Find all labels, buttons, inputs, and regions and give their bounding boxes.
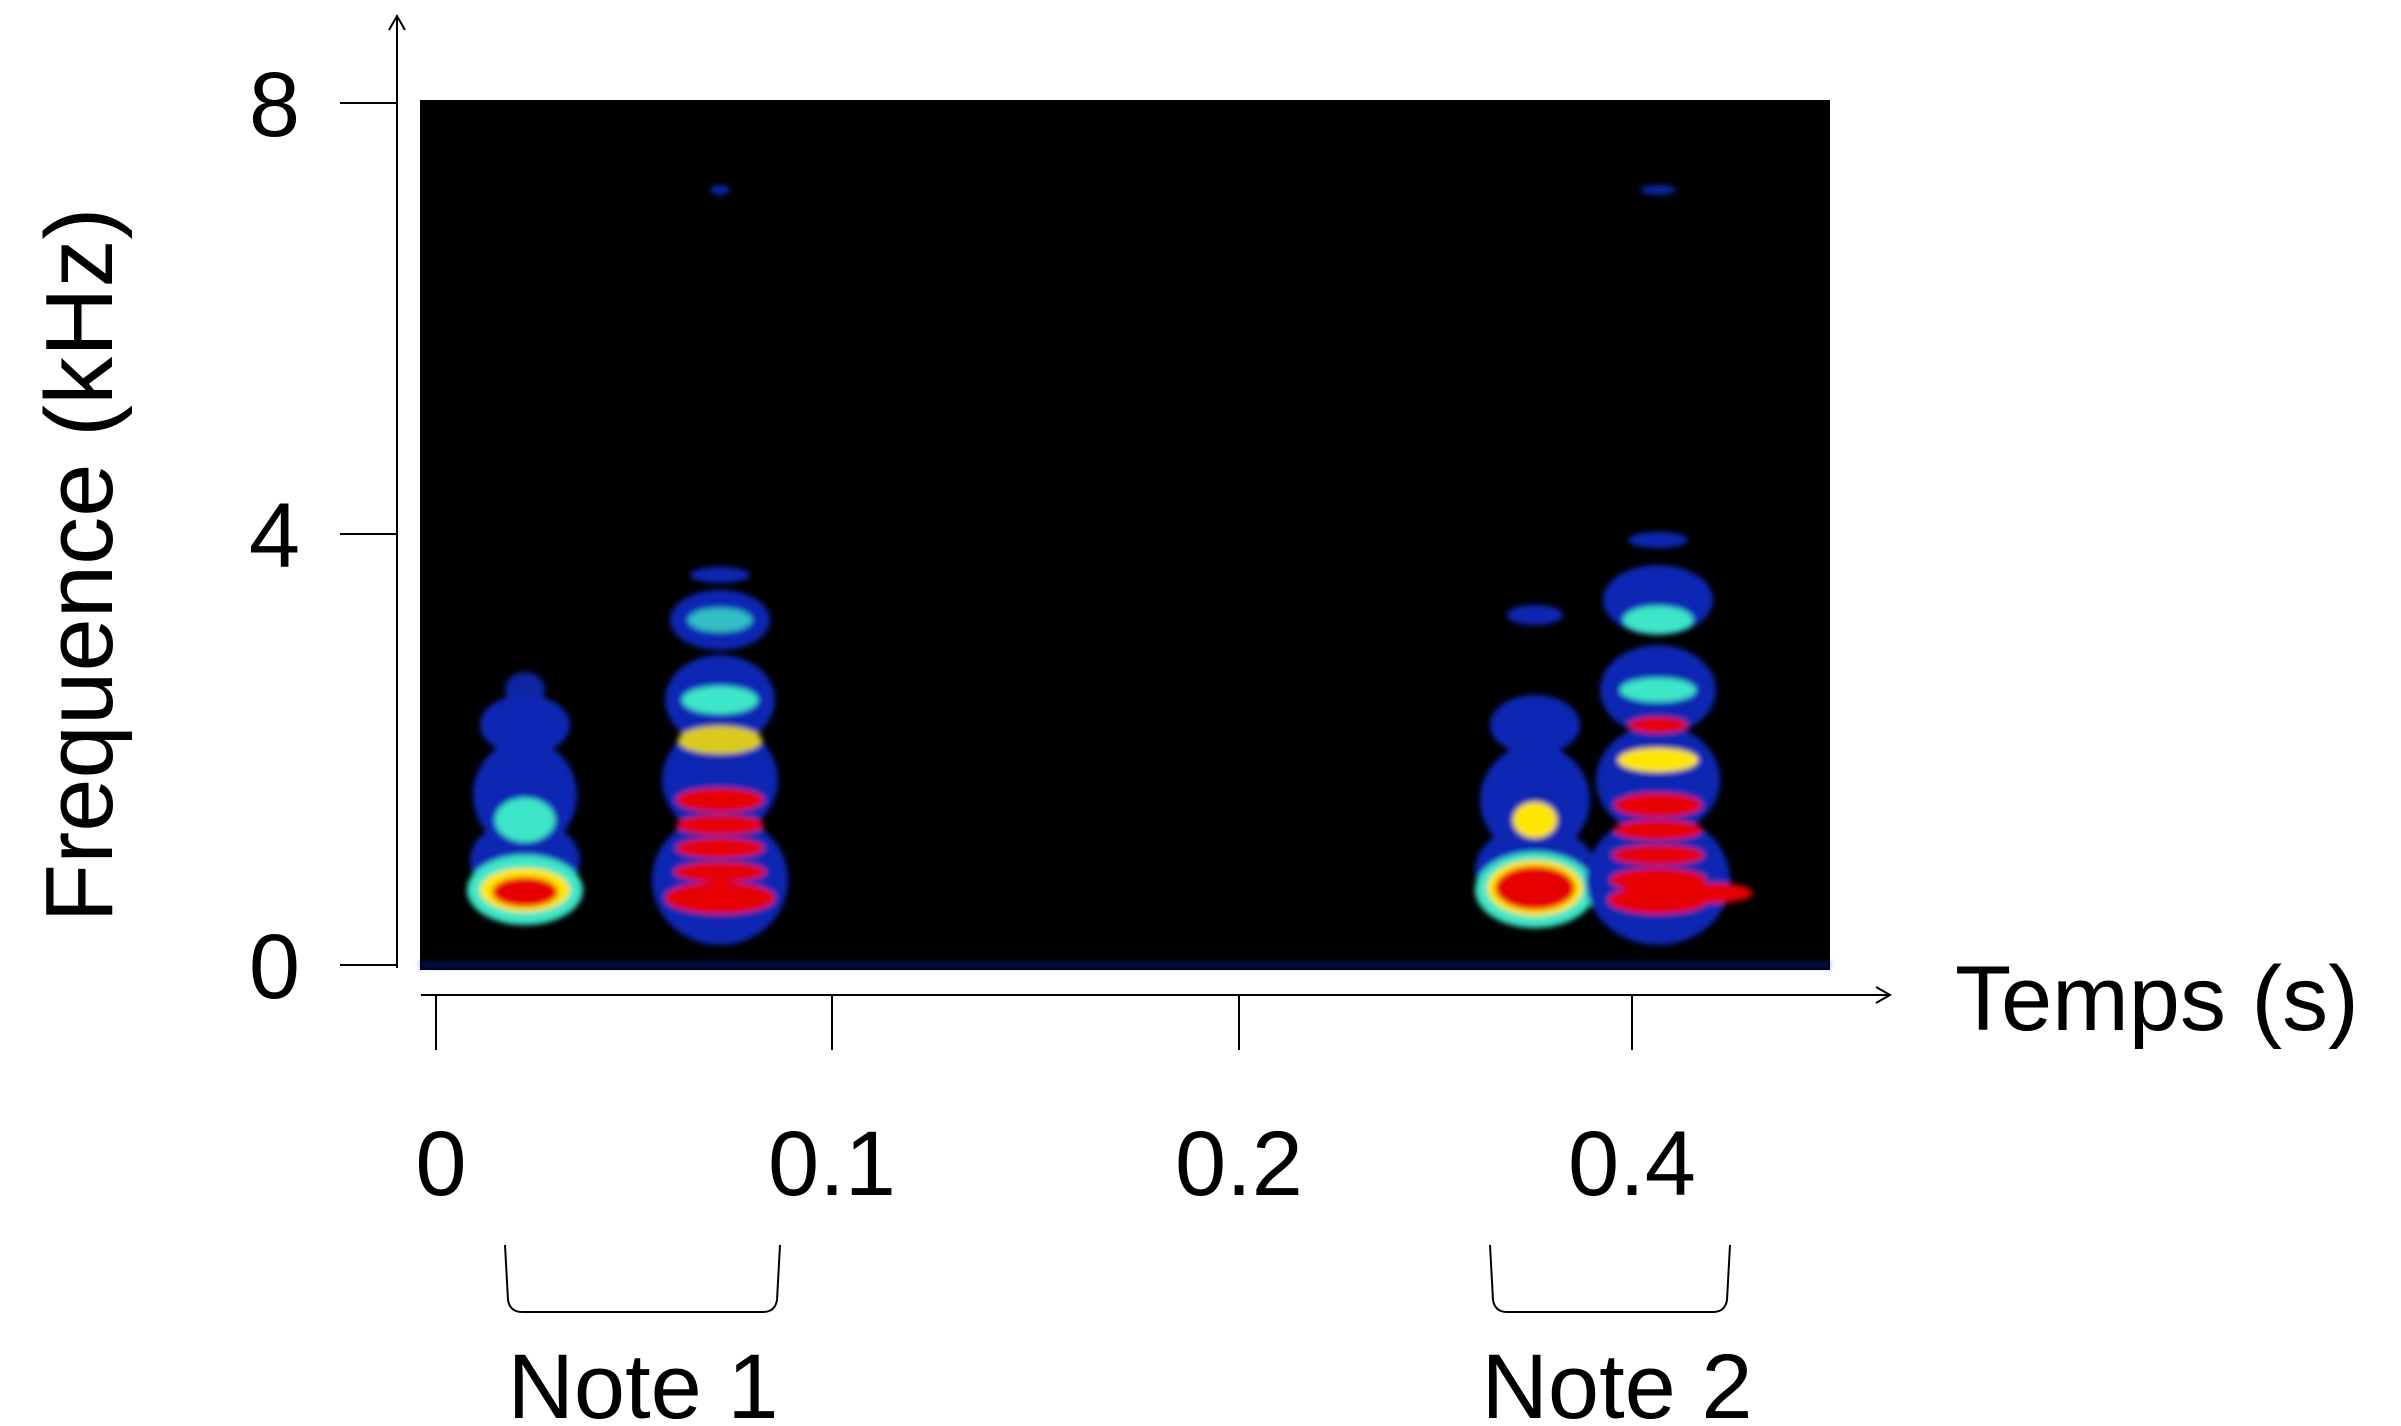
note2-col2-band-0 <box>1628 532 1688 548</box>
x-tick-label-0: 0 <box>415 1113 466 1215</box>
note1-col2-band-0 <box>690 567 750 583</box>
note-1-label: Note 1 <box>507 1336 778 1426</box>
note1-col2-band-9 <box>676 815 764 835</box>
note2-col2-band-9 <box>1614 793 1702 817</box>
x-axis-label: Temps (s) <box>1955 948 2359 1050</box>
note2-col2-band-15 <box>1640 185 1676 195</box>
note1-col2-band-6 <box>682 686 758 714</box>
note1-col2-band-13 <box>710 185 730 195</box>
x-tick-label-3: 0.4 <box>1568 1113 1696 1215</box>
y-axis <box>388 13 406 968</box>
note2-col2-band-14 <box>1673 883 1753 903</box>
x-tick-label-2: 0.2 <box>1175 1113 1303 1215</box>
y-tick-group: 0 4 8 <box>249 54 397 1018</box>
note2-col2-band-8 <box>1618 748 1698 772</box>
y-tick-label-2: 8 <box>249 54 300 156</box>
note1-col2-band-8 <box>676 788 764 812</box>
note2-col1-band-1 <box>1490 695 1580 755</box>
note1-col1-band-1 <box>480 695 570 755</box>
spectrogram-plot-area <box>420 100 1830 970</box>
note1-col2-band-5 <box>688 608 752 632</box>
y-tick-label-0: 0 <box>249 916 300 1018</box>
note1-col1-band-4 <box>495 798 555 842</box>
spectrogram-energy-layer <box>420 185 1830 967</box>
note1-col2-band-10 <box>676 838 764 858</box>
note2-col2-band-10 <box>1614 820 1702 840</box>
note-bracket-2 <box>1489 1244 1731 1313</box>
note1-col2-band-12 <box>665 882 775 914</box>
note-2-label: Note 2 <box>1481 1336 1752 1426</box>
note1-col2-band-7 <box>678 726 762 754</box>
baseline-noise <box>420 962 1830 967</box>
note1-col2-band-11 <box>674 862 766 882</box>
x-tick-group: 0 0.1 0.2 0.4 <box>415 995 1696 1215</box>
note-bracket-1 <box>504 1244 781 1313</box>
note2-col1-band-0 <box>1507 605 1563 625</box>
note2-col2-band-5 <box>1623 606 1693 634</box>
x-axis <box>421 986 1893 1004</box>
note2-col2-band-12 <box>1610 868 1706 892</box>
note2-col2-band-6 <box>1620 678 1696 702</box>
note1-col1-band-7 <box>492 877 558 907</box>
note2-col2-band-7 <box>1628 717 1688 733</box>
x-tick-label-1: 0.1 <box>768 1113 896 1215</box>
note2-col1-band-2 <box>1480 745 1590 855</box>
note2-col1-band-4 <box>1513 802 1557 838</box>
note2-col2-band-11 <box>1612 845 1704 865</box>
y-tick-label-1: 4 <box>249 485 300 587</box>
note2-col1-band-7 <box>1495 866 1575 910</box>
y-axis-label: Frequence (kHz) <box>26 208 133 923</box>
